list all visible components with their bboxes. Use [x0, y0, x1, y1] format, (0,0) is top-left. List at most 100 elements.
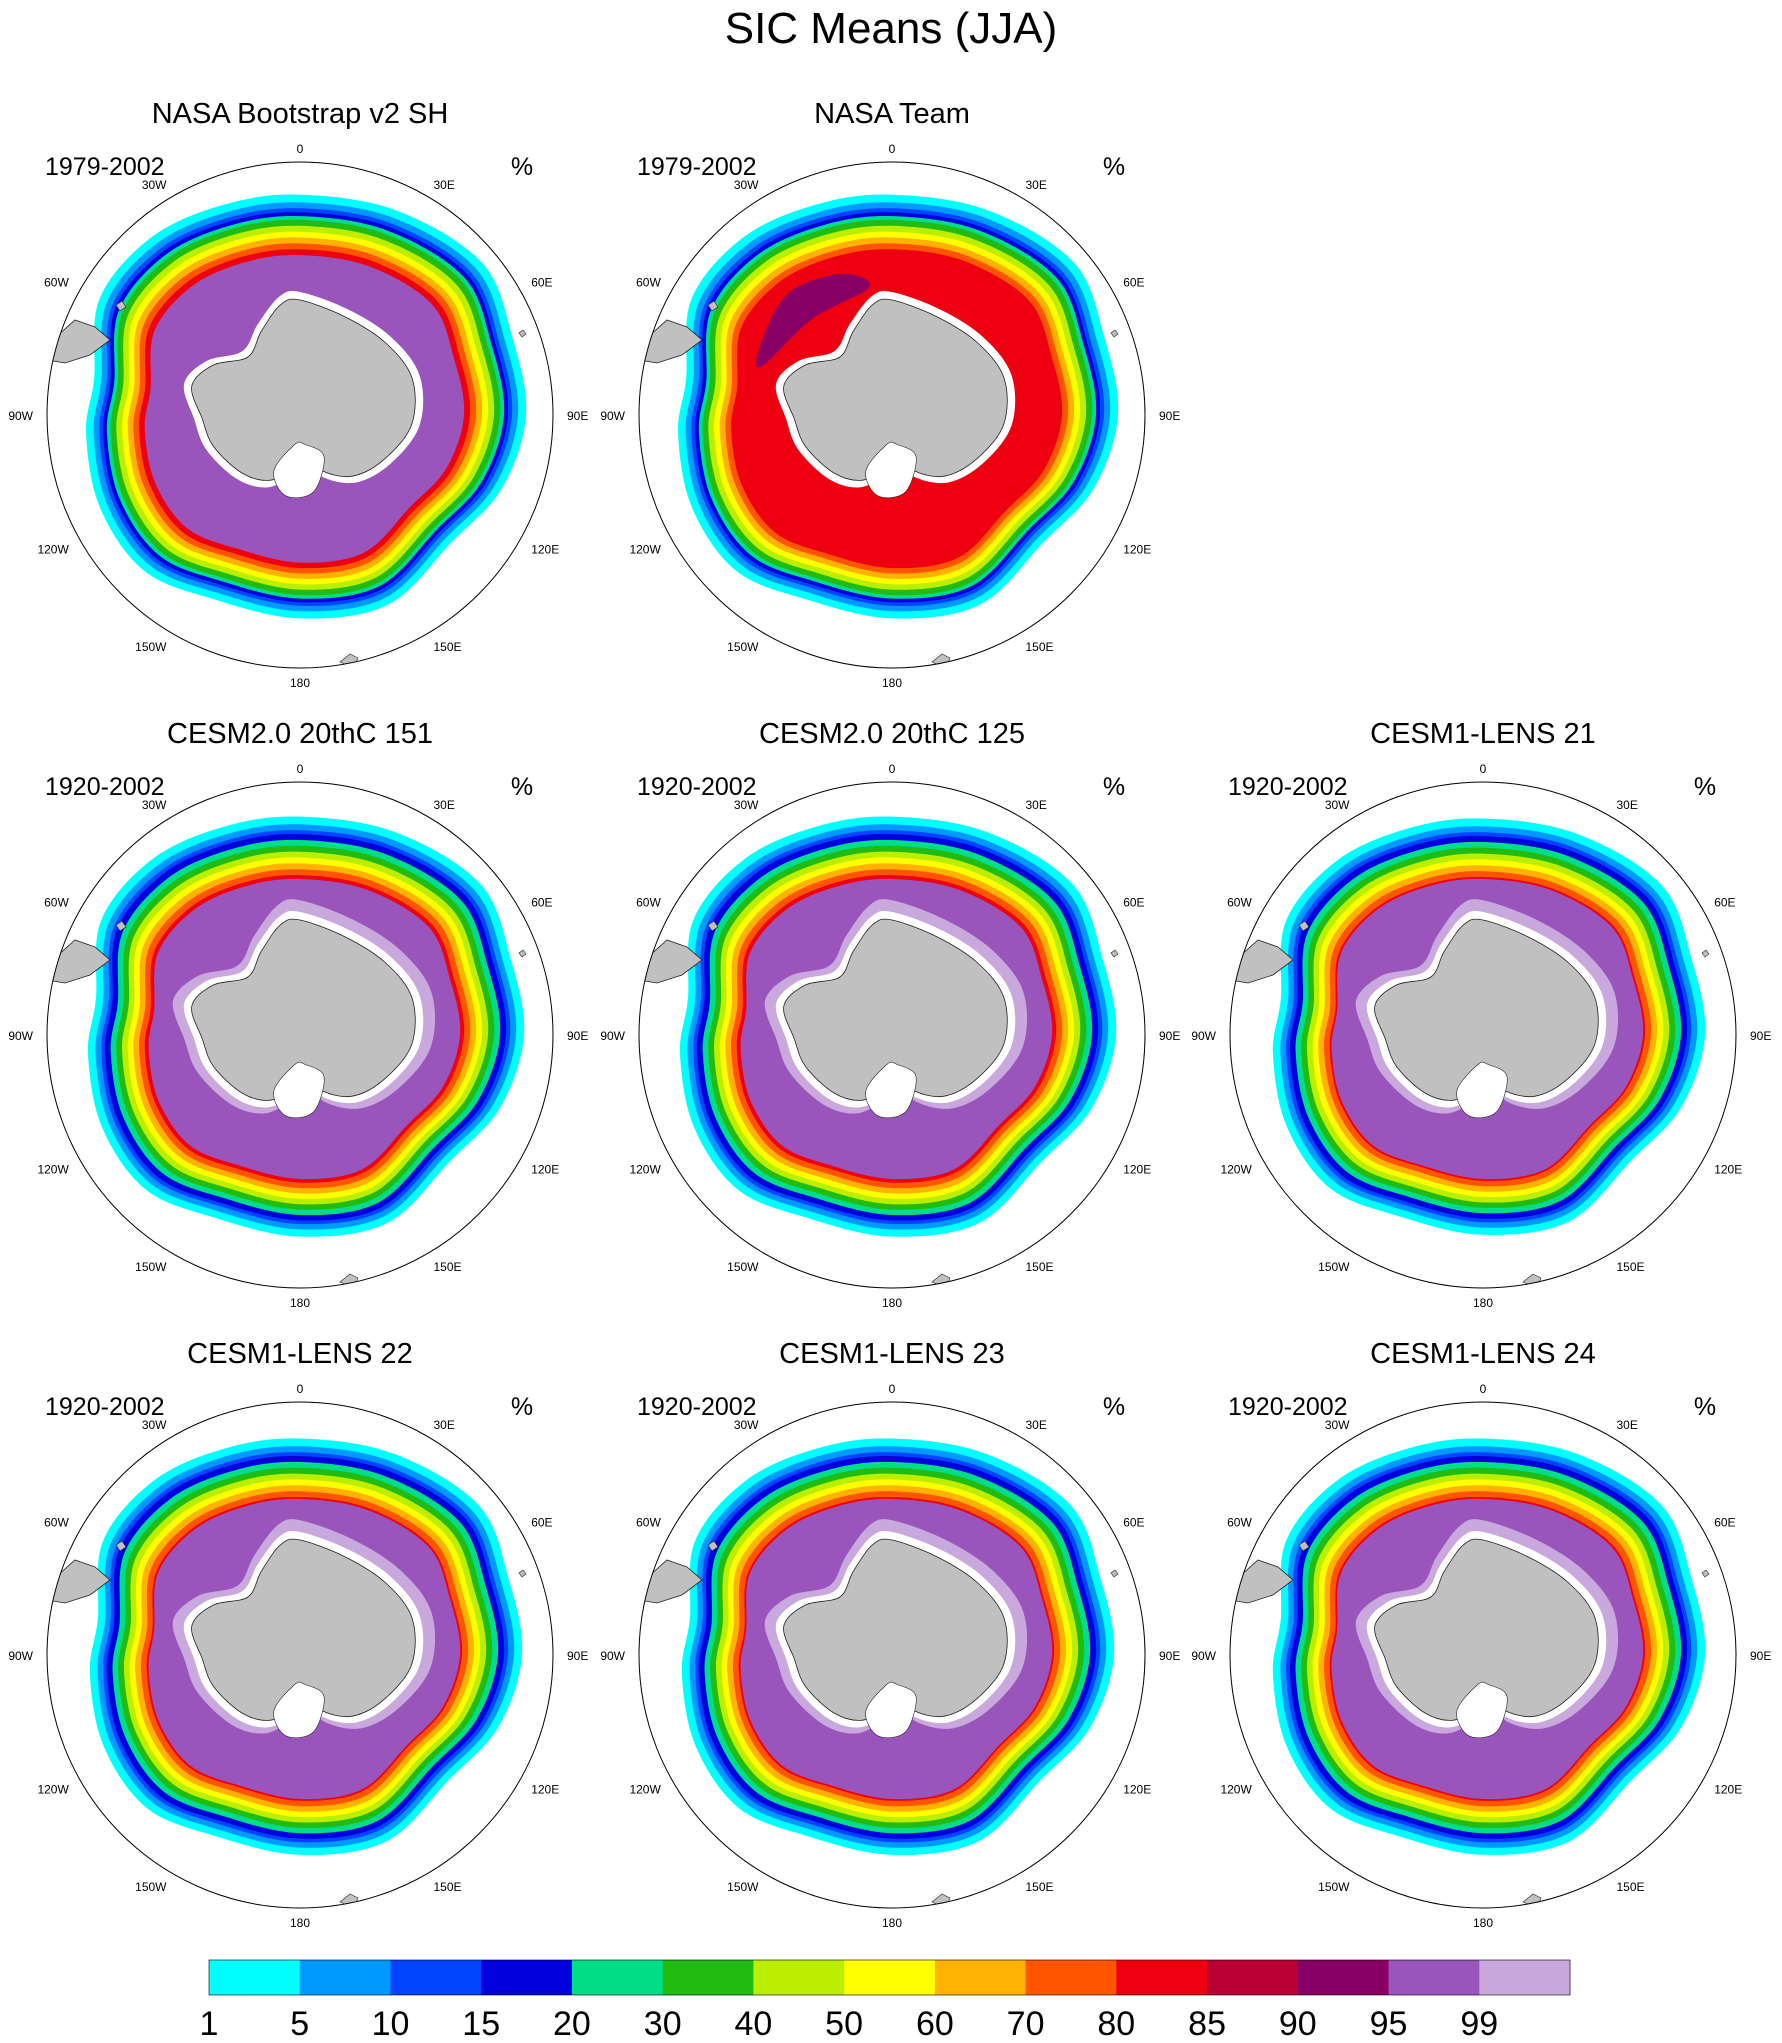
longitude-label: 120E — [531, 543, 559, 557]
kerguelen-island — [1701, 949, 1710, 958]
colorbar-tick-label: 50 — [825, 2005, 863, 2043]
falkland-islands — [707, 920, 719, 932]
map-boundary-circle — [1229, 1401, 1737, 1909]
longitude-label: 180 — [1473, 1916, 1493, 1930]
longitude-label: 60E — [1123, 1516, 1144, 1530]
colorbar-tick-label: 15 — [462, 2005, 500, 2043]
longitude-label: 150E — [434, 1880, 462, 1894]
longitude-label: 30W — [142, 1418, 167, 1432]
longitude-label: 120E — [1123, 543, 1151, 557]
ross-ice-shelf — [865, 1681, 917, 1739]
longitude-label: 30W — [734, 1418, 759, 1432]
longitude-label: 30W — [142, 178, 167, 192]
map-boundary-circle — [638, 161, 1146, 669]
panel-title: CESM2.0 20thC 125 — [759, 718, 1025, 750]
colorbar-swatch — [299, 1960, 391, 1995]
colorbar-tick-label: 10 — [372, 2005, 410, 2043]
longitude-label: 0 — [297, 142, 304, 156]
longitude-label: 30W — [1325, 798, 1350, 812]
longitude-label: 60W — [636, 1516, 661, 1530]
longitude-label: 120E — [531, 1163, 559, 1177]
longitude-label: 180 — [882, 1296, 902, 1310]
longitude-label: 60E — [1714, 1516, 1735, 1530]
map-boundary-circle — [46, 781, 554, 1289]
colorbar-swatch — [1297, 1960, 1389, 1995]
panel-period: 1920-2002 — [1228, 773, 1348, 801]
colorbar-tick-label: 80 — [1097, 2005, 1135, 2043]
longitude-label: 180 — [290, 1916, 310, 1930]
colorbar-swatch — [934, 1960, 1027, 1995]
longitude-label: 90W — [600, 1029, 625, 1043]
colorbar-tick-label: 95 — [1370, 2005, 1408, 2043]
panel-period: 1920-2002 — [45, 1393, 165, 1421]
longitude-label: 60W — [44, 896, 69, 910]
longitude-label: 0 — [889, 1382, 896, 1396]
longitude-label: 120W — [629, 1163, 661, 1177]
new-zealand-landmass — [339, 1893, 359, 1908]
longitude-label: 60E — [531, 276, 552, 290]
longitude-label: 30W — [142, 798, 167, 812]
longitude-label: 180 — [882, 676, 902, 690]
panel-title: CESM1-LENS 23 — [779, 1338, 1005, 1370]
longitude-label: 60E — [1123, 896, 1144, 910]
panel-title: NASA Bootstrap v2 SH — [152, 98, 449, 130]
colorbar-tick-label: 20 — [553, 2005, 591, 2043]
kerguelen-island — [1701, 1569, 1710, 1578]
colorbar-swatch — [844, 1960, 936, 1995]
longitude-label: 120E — [531, 1783, 559, 1797]
longitude-label: 120E — [1123, 1783, 1151, 1797]
longitude-label: 90E — [1750, 1649, 1771, 1663]
longitude-label: 90E — [567, 1029, 588, 1043]
map-boundary-circle — [1229, 781, 1737, 1289]
colorbar-swatch — [209, 1960, 301, 1995]
falkland-islands — [1298, 1540, 1310, 1552]
colorbar-swatch — [1388, 1960, 1480, 1995]
panel-title: CESM1-LENS 24 — [1370, 1338, 1596, 1370]
new-zealand-landmass — [1522, 1893, 1542, 1908]
longitude-label: 90W — [8, 1029, 33, 1043]
colorbar-tick-label: 90 — [1279, 2005, 1317, 2043]
longitude-label: 180 — [290, 676, 310, 690]
map-boundary-circle — [638, 781, 1146, 1289]
panel-units: % — [1103, 1393, 1125, 1421]
map-panel: 0 30E 60E 90E 120E 150E 180 150W 120W 90W 60W 30W CE… — [1191, 718, 1771, 1310]
longitude-label: 150E — [1026, 1880, 1054, 1894]
longitude-label: 120W — [629, 1783, 661, 1797]
colorbar-tick-label: 5 — [290, 2005, 309, 2043]
ross-ice-shelf — [273, 1681, 325, 1739]
panel-units: % — [1694, 773, 1716, 801]
longitude-label: 30W — [734, 798, 759, 812]
colorbar-swatch — [1025, 1960, 1117, 1995]
panel-period: 1979-2002 — [637, 153, 757, 181]
longitude-label: 90W — [600, 409, 625, 423]
map-boundary-circle — [46, 161, 554, 669]
longitude-label: 120W — [37, 1783, 69, 1797]
longitude-label: 60W — [1227, 1516, 1252, 1530]
longitude-label: 60E — [531, 896, 552, 910]
longitude-label: 150E — [434, 1260, 462, 1274]
map-panel: 0 30E 60E 90E 120E 150E 180 150W 120W 90W 60W 30W NA… — [600, 98, 1180, 690]
longitude-label: 30W — [1325, 1418, 1350, 1432]
kerguelen-island — [1110, 1569, 1119, 1578]
longitude-label: 180 — [1473, 1296, 1493, 1310]
longitude-label: 60W — [636, 276, 661, 290]
panel-units: % — [1103, 153, 1125, 181]
longitude-label: 60E — [531, 1516, 552, 1530]
panel-title: CESM2.0 20thC 151 — [167, 718, 433, 750]
longitude-label: 150E — [434, 640, 462, 654]
colorbar-swatch — [481, 1960, 573, 1995]
map-panel: 0 30E 60E 90E 120E 150E 180 150W 120W 90W 60W 30W CE… — [1191, 1338, 1771, 1930]
longitude-label: 150W — [135, 640, 167, 654]
longitude-label: 120E — [1123, 1163, 1151, 1177]
longitude-label: 30E — [1026, 798, 1047, 812]
new-zealand-landmass — [339, 653, 359, 668]
ross-ice-shelf — [865, 1061, 917, 1119]
longitude-label: 0 — [889, 762, 896, 776]
longitude-label: 120W — [37, 1163, 69, 1177]
longitude-label: 30E — [1617, 1418, 1638, 1432]
sea-ice-contour-band — [756, 273, 871, 368]
panel-title: CESM1-LENS 22 — [187, 1338, 413, 1370]
longitude-label: 180 — [882, 1916, 902, 1930]
longitude-label: 30E — [1617, 798, 1638, 812]
colorbar-tick-label: 1 — [200, 2005, 219, 2043]
